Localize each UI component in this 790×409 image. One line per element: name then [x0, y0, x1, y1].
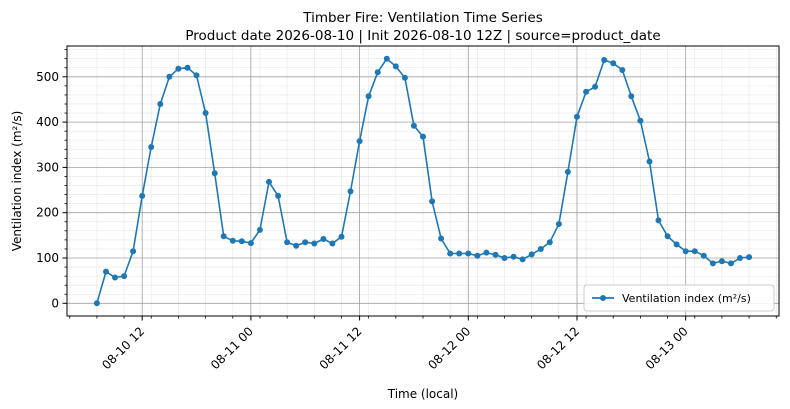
legend-label: Ventilation index (m²/s): [622, 292, 751, 305]
data-point: [664, 233, 671, 240]
data-point: [103, 268, 109, 275]
x-tick-label: 08-10 12: [99, 324, 147, 372]
data-point: [275, 192, 282, 199]
data-point: [483, 249, 490, 256]
data-point: [175, 65, 182, 72]
data-point: [583, 88, 590, 95]
data-point: [220, 233, 227, 240]
legend: Ventilation index (m²/s): [583, 284, 775, 312]
data-point: [401, 74, 408, 81]
data-point: [112, 274, 118, 281]
data-point: [184, 64, 191, 71]
data-point: [166, 73, 173, 80]
legend-box: [583, 284, 775, 312]
data-point: [737, 255, 743, 261]
data-point: [247, 240, 254, 247]
data-point: [574, 113, 580, 120]
data-point: [284, 239, 291, 246]
data-point: [338, 233, 345, 240]
data-point: [709, 260, 716, 267]
data-point: [93, 300, 100, 307]
data-point: [148, 144, 155, 150]
y-axis-label: Ventilation index (m²/s): [10, 111, 24, 252]
y-tick-label: 200: [36, 206, 59, 220]
data-point: [356, 138, 363, 145]
data-point: [655, 217, 662, 224]
y-tick-label: 100: [36, 251, 59, 265]
data-point: [420, 133, 426, 140]
data-point: [229, 237, 236, 244]
y-tick-label: 500: [36, 70, 59, 84]
data-point: [329, 240, 336, 247]
data-point: [374, 69, 381, 76]
data-point: [392, 63, 399, 70]
data-point: [320, 236, 327, 242]
data-point: [682, 248, 689, 255]
data-point: [700, 252, 707, 259]
x-axis-label: Time (local): [387, 387, 459, 401]
data-point: [501, 255, 508, 261]
data-point: [121, 273, 128, 280]
data-point: [202, 110, 209, 116]
data-point: [157, 101, 164, 107]
chart-title: Timber Fire: Ventilation Time Series: [302, 10, 543, 26]
data-point: [492, 251, 499, 258]
data-point: [718, 258, 725, 265]
data-point: [546, 239, 553, 246]
data-point: [447, 250, 454, 257]
x-tick-label: 08-13 00: [643, 324, 691, 372]
data-point: [302, 239, 309, 246]
data-point: [474, 252, 481, 259]
y-axis-ticks: 0 100 200 300 400 500: [36, 49, 67, 310]
data-point: [465, 250, 472, 257]
y-tick-label: 300: [36, 160, 59, 174]
data-point: [564, 168, 571, 175]
data-point: [646, 158, 653, 165]
data-point: [628, 93, 635, 100]
data-point: [510, 253, 517, 260]
x-axis-ticks: 08-10 12 08-11 00 08-11 12 08-12 00 08-12 12…: [69, 316, 777, 372]
y-tick-label: 400: [36, 115, 59, 129]
x-tick-label: 08-11 00: [208, 324, 256, 372]
data-point: [537, 246, 544, 252]
data-point: [438, 235, 445, 242]
chart-subtitle: Product date 2026-08-10 | Init 2026-08-1…: [185, 28, 660, 44]
x-tick-label: 08-12 12: [534, 324, 582, 372]
data-point: [256, 226, 263, 233]
y-tick-label: 0: [51, 296, 59, 310]
data-point: [691, 248, 698, 255]
data-point: [456, 250, 463, 257]
data-point: [746, 254, 753, 261]
data-point: [673, 241, 680, 248]
data-point: [592, 83, 599, 90]
data-point: [365, 93, 372, 100]
series-ventilation-index: [93, 55, 753, 307]
data-point: [528, 251, 535, 258]
data-point: [293, 242, 300, 249]
major-grid: [67, 46, 779, 316]
data-point: [139, 192, 146, 199]
data-point: [130, 248, 137, 255]
data-point: [429, 198, 436, 205]
data-point: [619, 67, 626, 73]
data-point: [193, 72, 200, 79]
data-point: [610, 60, 617, 67]
data-point: [347, 188, 354, 195]
data-point: [211, 170, 218, 177]
data-point: [555, 221, 562, 227]
x-tick-label: 08-12 00: [425, 324, 473, 372]
data-point: [266, 178, 272, 185]
data-point: [383, 55, 390, 62]
minor-grid: [67, 46, 779, 316]
data-point: [410, 122, 417, 129]
data-point: [519, 256, 526, 263]
data-point: [728, 260, 734, 267]
data-point: [238, 238, 245, 245]
data-point: [311, 240, 318, 247]
x-tick-label: 08-11 12: [317, 324, 365, 372]
data-point: [637, 117, 644, 124]
data-point: [601, 57, 608, 63]
legend-marker-swatch: [600, 295, 606, 301]
